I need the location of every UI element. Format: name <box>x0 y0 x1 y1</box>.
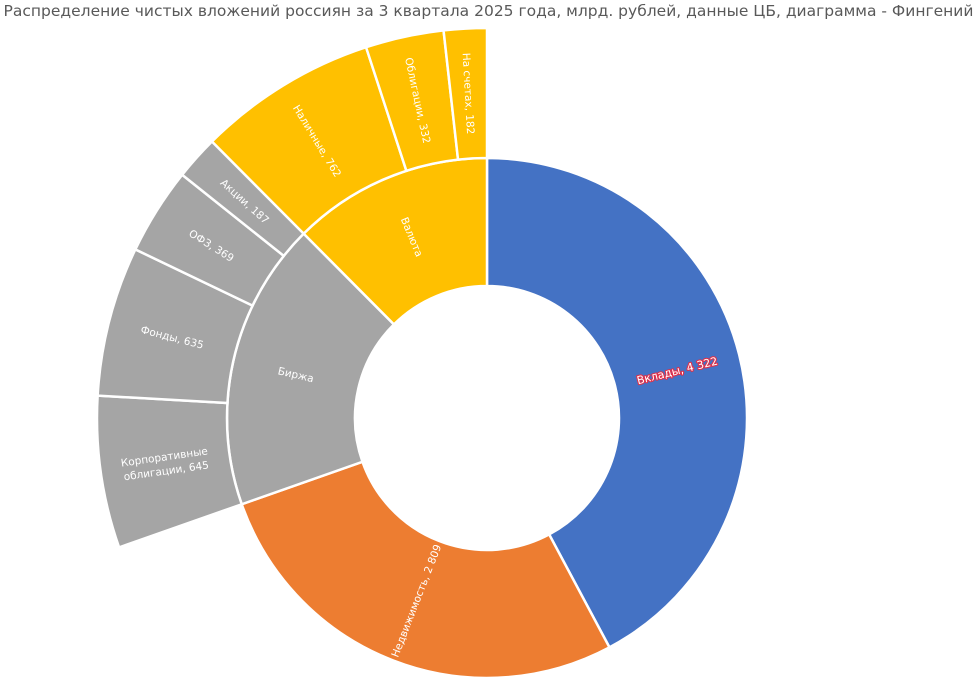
outer-label-6: На счетах, 182 <box>460 52 477 134</box>
inner-slice-realty[interactable] <box>240 460 612 680</box>
inner-slice-deposits[interactable] <box>485 156 749 650</box>
chart-title: Распределение чистых вложений россиян за… <box>3 2 974 20</box>
slices-layer <box>95 26 749 680</box>
outer-slice-6[interactable] <box>442 26 489 162</box>
